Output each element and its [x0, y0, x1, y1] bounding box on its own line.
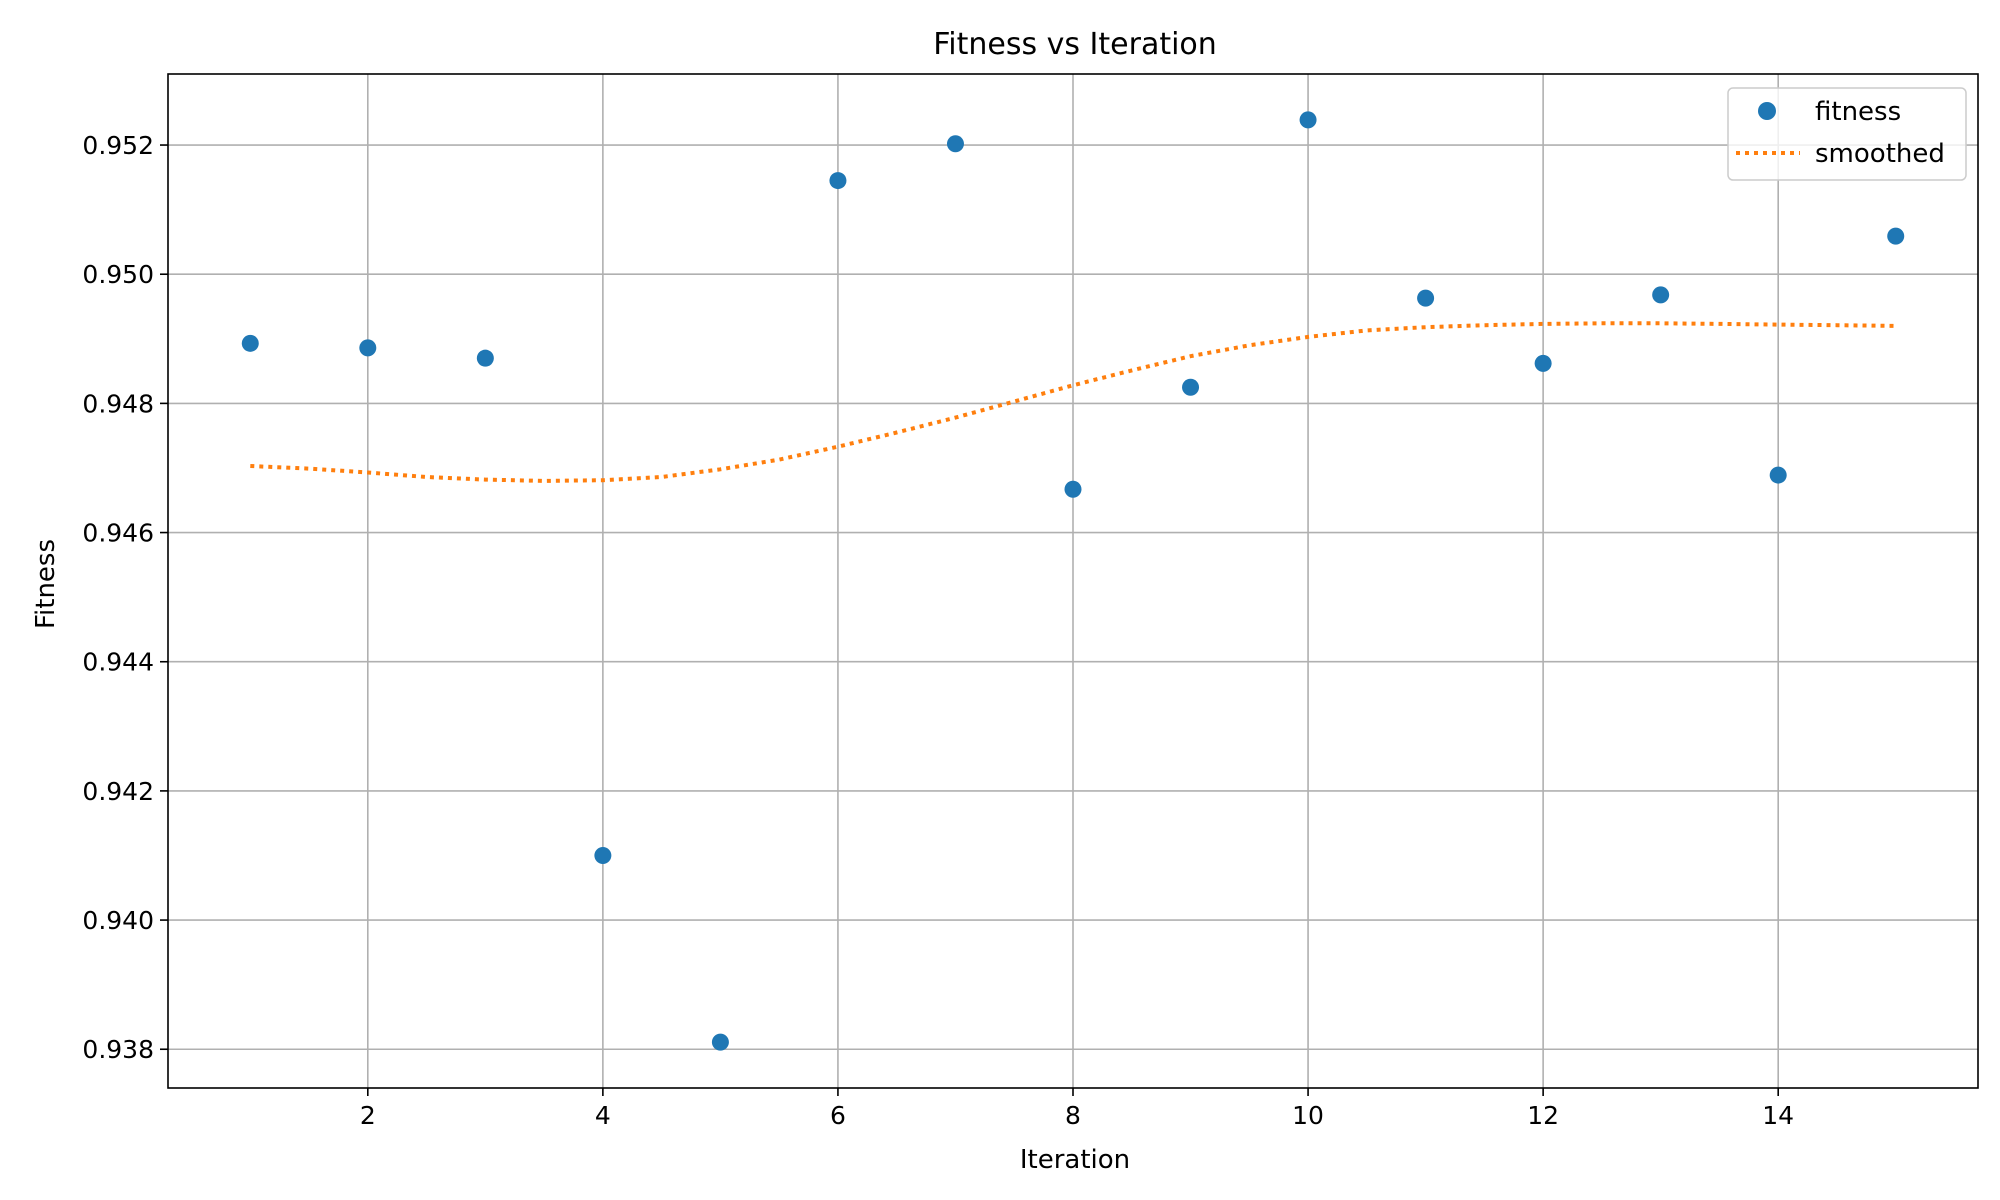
fitness-point — [241, 334, 259, 352]
legend-smoothed-label: smoothed — [1815, 139, 1945, 169]
fitness-point — [1769, 466, 1787, 484]
fitness-point — [594, 846, 612, 864]
x-tick-label: 6 — [830, 1101, 846, 1130]
legend-fitness-label: fitness — [1815, 97, 1901, 127]
x-tick-label: 12 — [1527, 1101, 1559, 1130]
fitness-point — [1299, 111, 1317, 129]
x-tick-label: 2 — [360, 1101, 376, 1130]
grid — [168, 74, 1978, 1088]
fitness-point — [946, 135, 964, 153]
y-tick-label: 0.950 — [82, 260, 154, 289]
x-tick-label: 8 — [1065, 1101, 1081, 1130]
fitness-point — [711, 1033, 729, 1051]
fitness-point — [1064, 480, 1082, 498]
smoothed-line — [250, 321, 1896, 483]
legend-box — [1727, 87, 1967, 181]
y-tick-label: 0.952 — [82, 131, 154, 160]
x-tick-label: 4 — [595, 1101, 611, 1130]
legend-fitness-marker — [1758, 102, 1776, 120]
y-axis-label: Fitness — [31, 539, 61, 629]
fitness-point — [1417, 289, 1435, 307]
fitness-point — [1652, 286, 1670, 304]
chart-title: Fitness vs Iteration — [933, 27, 1217, 62]
x-axis-label: Iteration — [1020, 1145, 1130, 1175]
x-tick-label: 14 — [1762, 1101, 1794, 1130]
fitness-point — [1887, 227, 1905, 245]
fitness-point — [476, 349, 494, 367]
y-axis-ticks: 0.938 0.940 0.942 0.944 0.946 0.948 0.950 0.952 — [82, 131, 168, 1064]
smoothed-series — [250, 321, 1896, 483]
fitness-series — [241, 111, 1905, 1051]
fitness-point — [1182, 378, 1200, 396]
y-tick-label: 0.940 — [82, 906, 154, 935]
y-tick-label: 0.944 — [82, 648, 154, 677]
x-axis-ticks: 2 4 6 8 10 12 14 — [360, 1088, 1794, 1130]
y-tick-label: 0.948 — [82, 389, 154, 418]
y-tick-label: 0.946 — [82, 519, 154, 548]
legend: fitness smoothed — [1727, 87, 1967, 181]
fitness-point — [1534, 354, 1552, 372]
y-tick-label: 0.938 — [82, 1035, 154, 1064]
y-tick-label: 0.942 — [82, 777, 154, 806]
x-tick-label: 10 — [1292, 1101, 1324, 1130]
fitness-point — [829, 172, 847, 190]
fitness-point — [359, 339, 377, 357]
